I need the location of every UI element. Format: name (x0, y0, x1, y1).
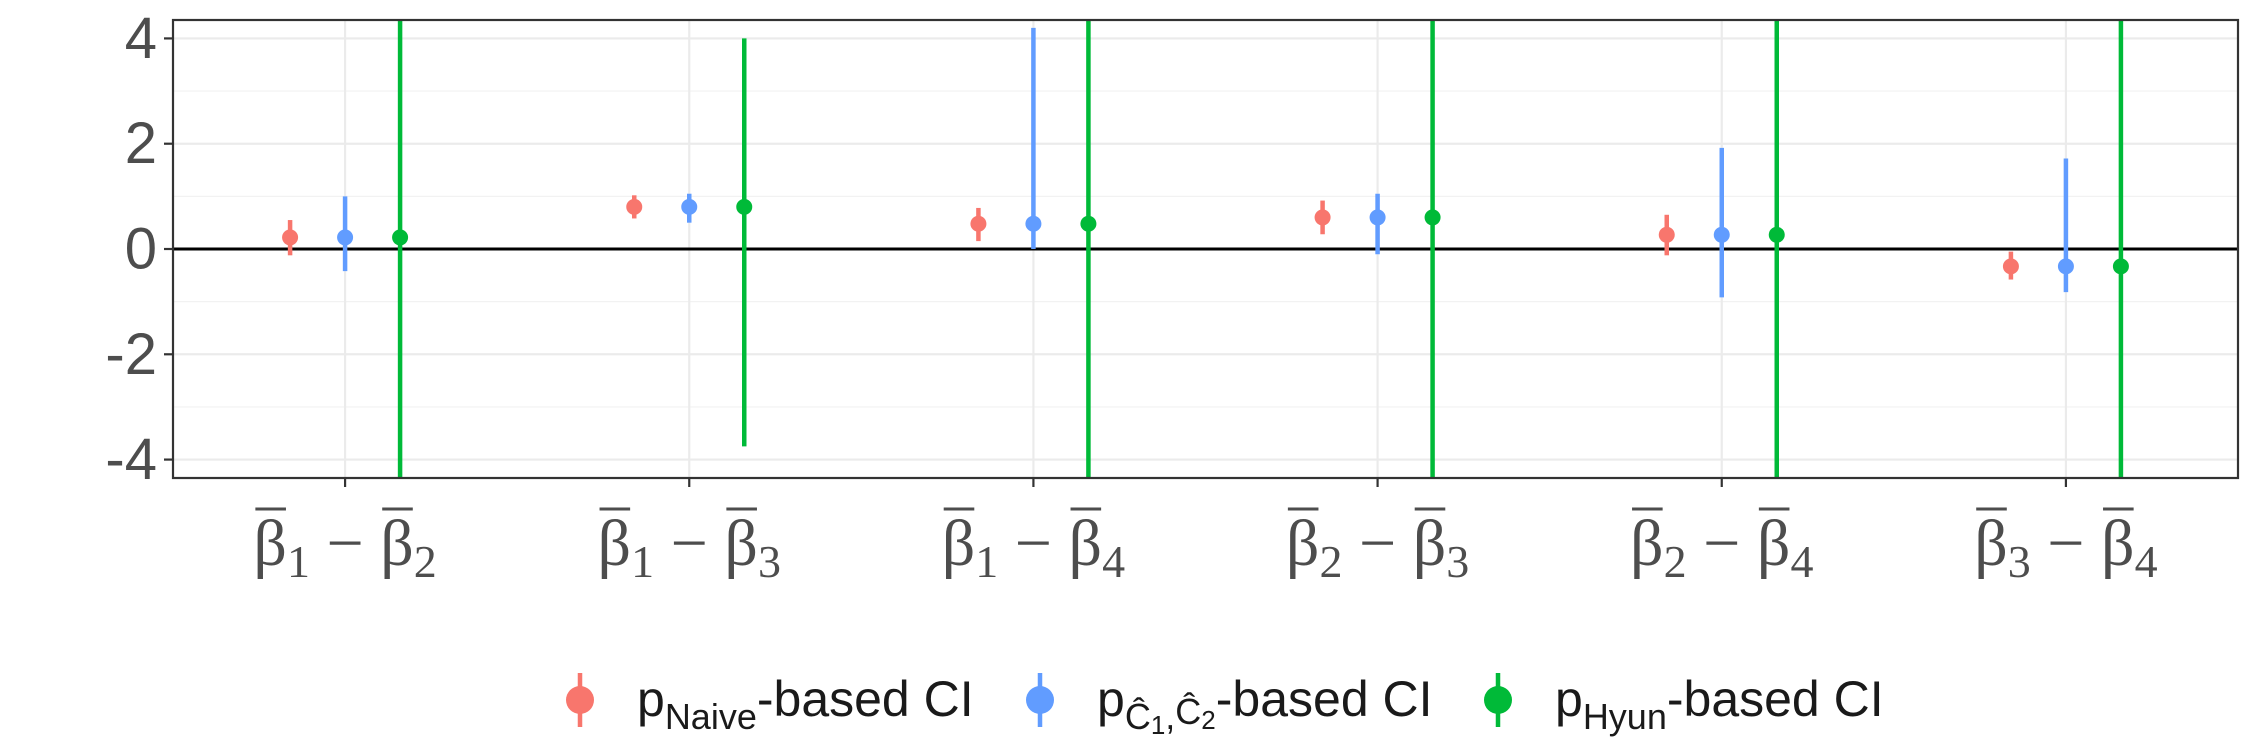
point-estimate (1658, 226, 1675, 243)
minus-sign: − (310, 507, 380, 580)
beta-symbol: β (253, 507, 287, 580)
legend-item-c1c2: pĈ1,Ĉ2-based CI (1026, 671, 1433, 740)
subscript: 3 (758, 536, 781, 587)
legend-item-naive: pNaive-based CI (566, 671, 974, 737)
beta-symbol: β (1286, 507, 1320, 580)
point-estimate (1025, 215, 1042, 232)
legend-item-hyun: pHyun-based CI (1484, 671, 1884, 737)
subscript: 4 (1790, 536, 1813, 587)
legend-label: pNaive-based CI (637, 671, 974, 737)
point-estimate (1080, 215, 1097, 232)
beta-symbol: β (380, 507, 414, 580)
subscript: 2 (1664, 536, 1687, 587)
point-estimate (2002, 258, 2019, 275)
point-estimate (970, 215, 987, 232)
legend-label: pHyun-based CI (1555, 671, 1884, 737)
legend-subscript: Naive (665, 696, 757, 737)
beta-symbol: β (598, 507, 632, 580)
subscript: 1 (631, 536, 654, 587)
subscript: 2 (1319, 536, 1342, 587)
subscript: 3 (1446, 536, 1469, 587)
legend-subscript-part: 1 (1151, 710, 1165, 740)
legend-subscript: Hyun (1583, 696, 1667, 737)
y-tick-label: -2 (105, 322, 157, 387)
x-category-label: β1 − β2 (253, 507, 436, 587)
minus-sign: − (998, 507, 1068, 580)
x-category-label: β1 − β4 (942, 507, 1125, 587)
minus-sign: − (654, 507, 724, 580)
x-category-label: β2 − β3 (1286, 507, 1469, 587)
point-estimate (2112, 258, 2129, 275)
legend: pNaive-based CI pĈ1,Ĉ2-based CI pHyun-base… (566, 671, 1884, 740)
series-hyun (392, 20, 2129, 478)
beta-symbol: β (2101, 507, 2135, 580)
beta-symbol: β (942, 507, 976, 580)
subscript: 4 (2135, 536, 2158, 587)
point-estimate (1713, 226, 1730, 243)
y-tick-label: 4 (125, 6, 157, 71)
legend-prefix: p (1097, 671, 1125, 727)
point-estimate (1424, 209, 1441, 226)
subscript: 3 (2008, 536, 2031, 587)
series-naive (282, 195, 2019, 280)
minus-sign: − (1687, 507, 1757, 580)
point-estimate (392, 229, 409, 246)
legend-subscript-part: Ĉ (1175, 691, 1201, 732)
x-axis: β1 − β2 β1 − β3 β1 − β4 β2 − β3 β2 − β4 β3 − … (253, 478, 2158, 587)
legend-subscript-part: 2 (1201, 705, 1215, 735)
legend-suffix: -based CI (1667, 671, 1884, 727)
x-category-label: β2 − β4 (1630, 507, 1813, 587)
y-tick-label: -4 (105, 427, 157, 492)
legend-suffix: -based CI (757, 671, 974, 727)
legend-prefix: p (637, 671, 665, 727)
series-c1c2 (337, 27, 2074, 298)
marks (282, 20, 2129, 478)
beta-symbol: β (1413, 507, 1447, 580)
beta-symbol: β (1974, 507, 2008, 580)
y-tick-label: 2 (125, 111, 157, 176)
minus-sign: − (2031, 507, 2101, 580)
legend-key-point (566, 686, 594, 714)
legend-suffix: -based CI (1216, 671, 1433, 727)
legend-subscript-part: , (1165, 696, 1175, 737)
point-estimate (681, 198, 698, 215)
y-axis: 4 2 0 -2 -4 (105, 6, 173, 492)
beta-symbol: β (724, 507, 758, 580)
minus-sign: − (1342, 507, 1412, 580)
legend-prefix: p (1555, 671, 1583, 727)
legend-label: pĈ1,Ĉ2-based CI (1097, 671, 1433, 740)
point-estimate (736, 198, 753, 215)
point-estimate (2057, 258, 2074, 275)
beta-symbol: β (1757, 507, 1791, 580)
y-tick-label: 0 (125, 217, 157, 282)
legend-key-point (1026, 686, 1054, 714)
point-estimate (282, 229, 299, 246)
subscript: 4 (1102, 536, 1125, 587)
point-estimate (337, 229, 354, 246)
beta-symbol: β (1069, 507, 1103, 580)
point-estimate (1768, 226, 1785, 243)
subscript: 1 (287, 536, 310, 587)
subscript: 1 (975, 536, 998, 587)
x-category-label: β3 − β4 (1974, 507, 2157, 587)
point-estimate (1369, 209, 1386, 226)
beta-symbol: β (1630, 507, 1664, 580)
x-category-label: β1 − β3 (598, 507, 781, 587)
legend-key-point (1484, 686, 1512, 714)
subscript: 2 (414, 536, 437, 587)
point-estimate (1314, 209, 1331, 226)
legend-subscript-part: Ĉ (1125, 696, 1151, 737)
point-estimate (626, 198, 643, 215)
